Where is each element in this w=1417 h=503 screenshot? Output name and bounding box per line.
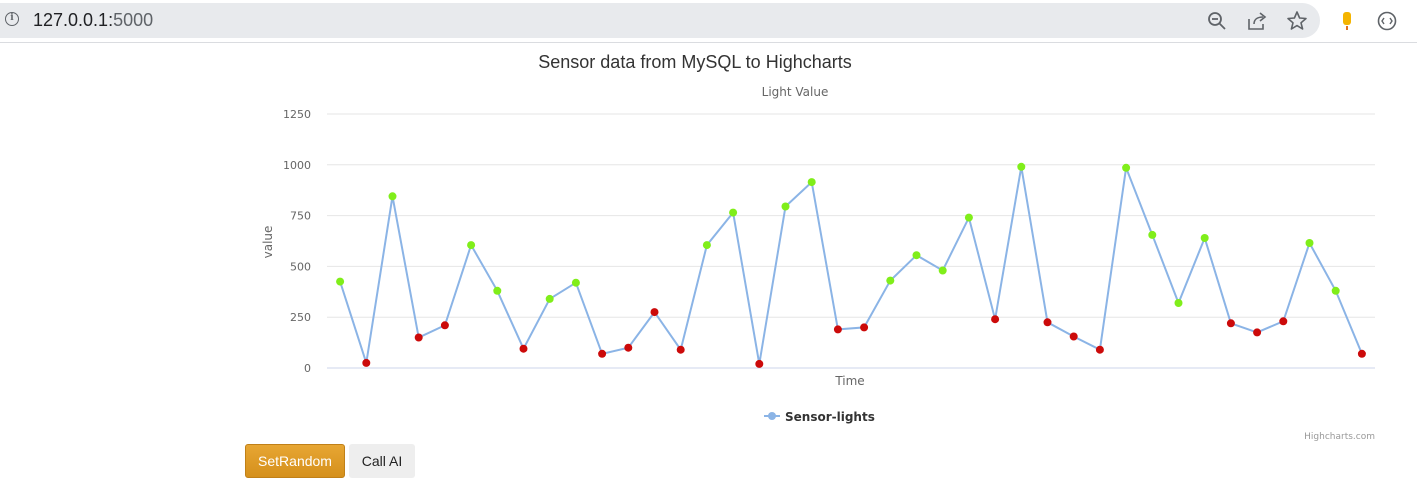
data-point[interactable]: [1148, 230, 1157, 239]
url-host: 127.0.0.1:: [33, 10, 114, 30]
data-point[interactable]: [571, 278, 580, 287]
legend-marker-icon: [768, 412, 776, 420]
data-point[interactable]: [912, 251, 921, 260]
data-point[interactable]: [545, 294, 554, 303]
data-point[interactable]: [362, 358, 371, 367]
y-tick-label: 1250: [283, 108, 311, 121]
data-point[interactable]: [598, 349, 607, 358]
data-point[interactable]: [440, 321, 449, 330]
browser-toolbar: i 127.0.0.1:5000: [0, 0, 1417, 43]
chart-subtitle: Light Value: [762, 85, 829, 99]
credits-link[interactable]: Highcharts.com: [1304, 432, 1375, 442]
legend[interactable]: Sensor-lights: [764, 410, 875, 424]
data-point[interactable]: [650, 308, 659, 317]
data-point[interactable]: [1331, 286, 1340, 295]
url-text[interactable]: 127.0.0.1:5000: [33, 10, 153, 31]
data-point[interactable]: [1200, 234, 1209, 242]
data-point[interactable]: [1095, 345, 1104, 354]
data-points: [336, 162, 1366, 368]
chart-title: Sensor data from MySQL to Highcharts: [538, 52, 851, 72]
data-point[interactable]: [1174, 299, 1183, 307]
data-point[interactable]: [807, 178, 816, 187]
data-point[interactable]: [1122, 163, 1131, 172]
share-icon[interactable]: [1246, 10, 1268, 32]
data-point[interactable]: [860, 323, 869, 332]
data-point[interactable]: [336, 277, 345, 286]
data-point[interactable]: [1069, 332, 1078, 341]
y-tick-labels: 0 250 500 750 1000 1250: [283, 108, 311, 375]
zoom-out-icon[interactable]: [1206, 10, 1228, 32]
info-icon[interactable]: i: [5, 12, 19, 26]
data-point[interactable]: [624, 343, 633, 352]
y-tick-label: 750: [290, 210, 311, 223]
data-point[interactable]: [519, 344, 528, 353]
set-random-button[interactable]: SetRandom: [245, 444, 345, 478]
data-point[interactable]: [991, 315, 1000, 324]
series-line: [339, 163, 1363, 365]
data-point[interactable]: [493, 286, 502, 295]
data-point[interactable]: [1279, 317, 1288, 326]
x-axis-label: Time: [834, 374, 864, 388]
data-point[interactable]: [1253, 328, 1262, 337]
data-point[interactable]: [755, 359, 764, 368]
address-bar[interactable]: [0, 3, 1320, 38]
data-point[interactable]: [702, 241, 711, 250]
data-point[interactable]: [1357, 349, 1366, 358]
data-point[interactable]: [938, 266, 947, 275]
profile-icon[interactable]: [1376, 10, 1398, 32]
chart: Sensor data from MySQL to Highcharts Lig…: [261, 52, 1375, 442]
url-port: 5000: [113, 10, 154, 30]
bookmark-star-icon[interactable]: [1286, 10, 1308, 32]
data-point[interactable]: [1226, 319, 1235, 328]
y-tick-label: 250: [290, 311, 311, 324]
data-point[interactable]: [676, 345, 685, 354]
legend-label[interactable]: Sensor-lights: [785, 410, 875, 424]
y-tick-label: 0: [304, 362, 311, 375]
data-point[interactable]: [729, 208, 738, 217]
data-point[interactable]: [1017, 162, 1026, 171]
data-point[interactable]: [467, 241, 476, 250]
data-point[interactable]: [388, 192, 397, 201]
data-point[interactable]: [886, 276, 895, 285]
call-ai-button[interactable]: Call AI: [349, 444, 415, 478]
data-point[interactable]: [833, 325, 842, 334]
data-point[interactable]: [964, 213, 973, 222]
data-point[interactable]: [414, 333, 423, 342]
y-axis-label: value: [261, 226, 275, 259]
data-point[interactable]: [1305, 239, 1314, 247]
y-tick-label: 1000: [283, 159, 311, 172]
data-point[interactable]: [1043, 318, 1052, 327]
grid-lines: [327, 113, 1375, 369]
y-tick-label: 500: [290, 260, 311, 273]
extension-icon[interactable]: [1336, 10, 1358, 32]
data-point[interactable]: [781, 202, 790, 211]
